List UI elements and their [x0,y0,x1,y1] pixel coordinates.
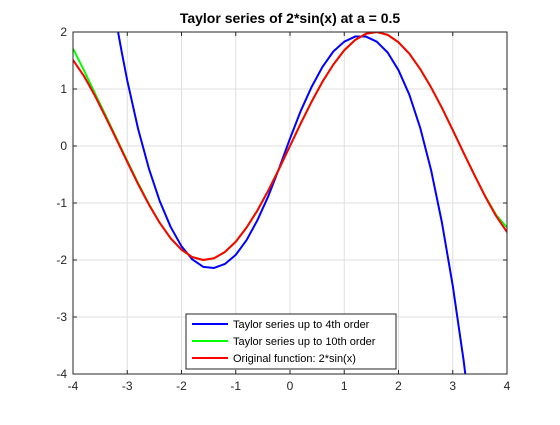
y-tick-label: -1 [56,196,67,210]
x-tick-label: -3 [122,379,133,393]
x-tick-label: 2 [395,379,402,393]
y-tick-label: -2 [56,253,67,267]
legend-label-original: Original function: 2*sin(x) [233,353,356,365]
series-line-4th-order [117,32,467,374]
x-tick-label: 3 [449,379,456,393]
y-tick-label: -3 [56,310,67,324]
y-tick-label: 1 [60,82,67,96]
x-tick-label: 1 [341,379,348,393]
x-tick-label: 4 [504,379,511,393]
legend-label-4th-order: Taylor series up to 4th order [233,319,370,331]
y-tick-label: -4 [56,367,67,381]
legend-label-10th-order: Taylor series up to 10th order [233,336,376,348]
plot-lines [73,32,507,374]
series-line-original [73,32,507,261]
chart-title: Taylor series of 2*sin(x) at a = 0.5 [180,10,401,26]
x-tick-label: -2 [176,379,187,393]
legend: Taylor series up to 4th order Taylor ser… [185,313,397,370]
y-tick-label: 2 [60,25,67,39]
x-tick-labels: -4 -3 -2 -1 0 1 2 3 4 [68,379,511,393]
x-tick-label: -4 [68,379,79,393]
tick-marks [72,31,508,375]
y-tick-label: 0 [60,139,67,153]
y-tick-labels: -4 -3 -2 -1 0 1 2 [56,25,67,381]
x-tick-label: -1 [230,379,241,393]
x-tick-label: 0 [287,379,294,393]
